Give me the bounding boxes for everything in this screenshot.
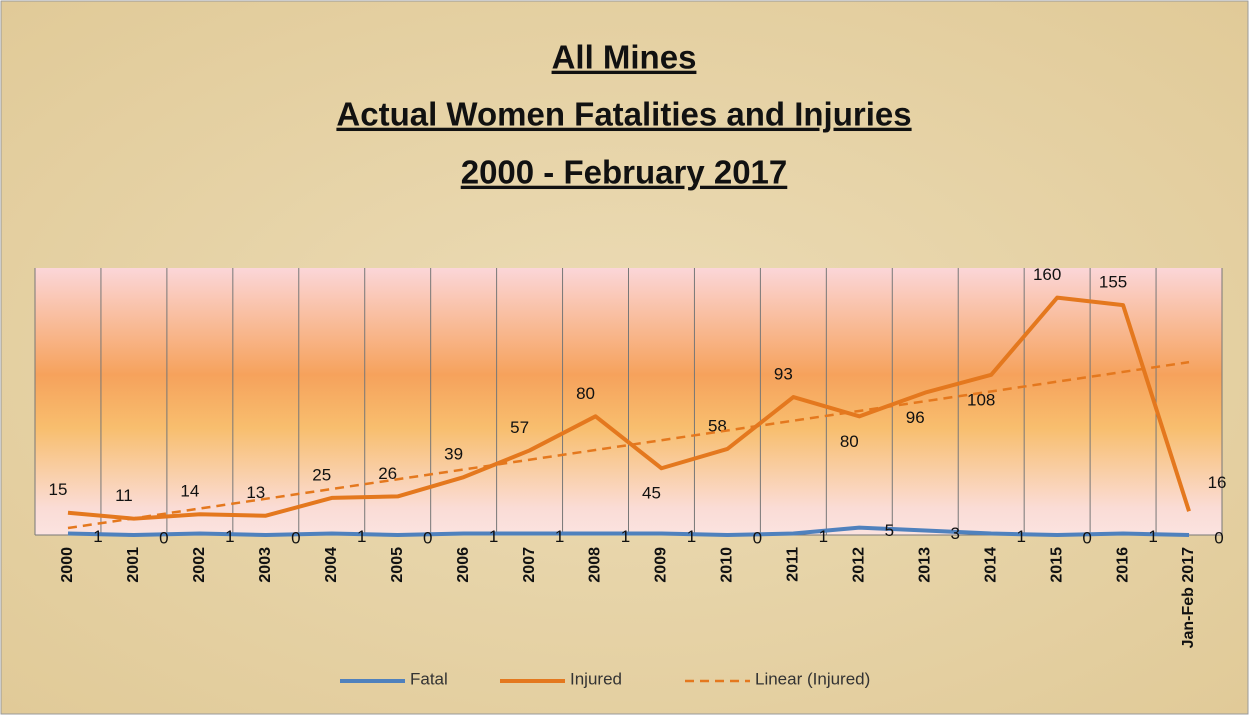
x-tick-label: 2002 xyxy=(191,547,208,583)
data-label: 93 xyxy=(774,365,793,384)
data-label: 96 xyxy=(906,408,925,427)
x-tick-label: 2001 xyxy=(125,547,142,583)
x-tick-label: 2010 xyxy=(719,547,736,583)
x-tick-label: 2012 xyxy=(851,547,868,583)
data-label: 25 xyxy=(312,465,331,484)
data-label: 1 xyxy=(225,527,234,546)
data-label: 26 xyxy=(378,464,397,483)
data-label: 14 xyxy=(180,482,199,501)
data-label: 0 xyxy=(1214,528,1223,547)
x-tick-label: 2016 xyxy=(1114,547,1131,583)
data-label: 1 xyxy=(1016,527,1025,546)
data-label: 1 xyxy=(819,527,828,546)
data-label: 16 xyxy=(1208,473,1227,492)
x-tick-label: 2013 xyxy=(916,547,933,583)
data-label: 0 xyxy=(159,528,168,547)
x-tick-label: 2007 xyxy=(521,547,538,583)
legend-label: Fatal xyxy=(410,669,448,688)
data-label: 160 xyxy=(1033,265,1061,284)
data-label: 1 xyxy=(687,527,696,546)
data-label: 1 xyxy=(1148,527,1157,546)
x-tick-label: 2015 xyxy=(1048,547,1065,583)
x-tick-label: 2008 xyxy=(587,547,604,583)
x-tick-label: Jan-Feb 2017 xyxy=(1180,547,1197,648)
data-label: 0 xyxy=(1082,528,1091,547)
data-label: 0 xyxy=(753,528,762,547)
data-label: 45 xyxy=(642,484,661,503)
data-label: 5 xyxy=(885,521,894,540)
data-label: 15 xyxy=(49,480,68,499)
data-label: 11 xyxy=(115,486,133,505)
x-tick-label: 2006 xyxy=(455,547,472,583)
data-label: 1 xyxy=(93,527,102,546)
data-label: 39 xyxy=(444,445,463,464)
data-label: 1 xyxy=(489,527,498,546)
data-label: 3 xyxy=(951,524,960,543)
x-tick-label: 2014 xyxy=(982,547,999,583)
chart-title: 2000 - February 2017 xyxy=(461,154,788,191)
data-label: 0 xyxy=(291,528,300,547)
trendline xyxy=(67,360,1190,530)
series-line xyxy=(67,525,1190,537)
data-label: 80 xyxy=(576,384,595,403)
data-label: 0 xyxy=(423,528,432,547)
chart-title: All Mines xyxy=(552,39,697,76)
data-label: 1 xyxy=(621,527,630,546)
x-tick-label: 2005 xyxy=(389,547,406,583)
x-tick-label: 2004 xyxy=(323,547,340,583)
data-label: 13 xyxy=(246,483,265,502)
data-label: 80 xyxy=(840,432,859,451)
legend-label: Linear (Injured) xyxy=(755,669,870,688)
x-tick-label: 2009 xyxy=(653,547,670,583)
x-tick-label: 2003 xyxy=(257,547,274,583)
data-label: 155 xyxy=(1099,273,1127,292)
chart-title: Actual Women Fatalities and Injuries xyxy=(336,96,911,133)
series-line xyxy=(67,295,1191,521)
data-label: 57 xyxy=(510,418,529,437)
x-tick-label: 2011 xyxy=(785,547,802,582)
data-label: 1 xyxy=(555,527,564,546)
legend-label: Injured xyxy=(570,669,622,688)
data-label: 1 xyxy=(357,527,366,546)
x-tick-label: 2000 xyxy=(59,547,76,583)
